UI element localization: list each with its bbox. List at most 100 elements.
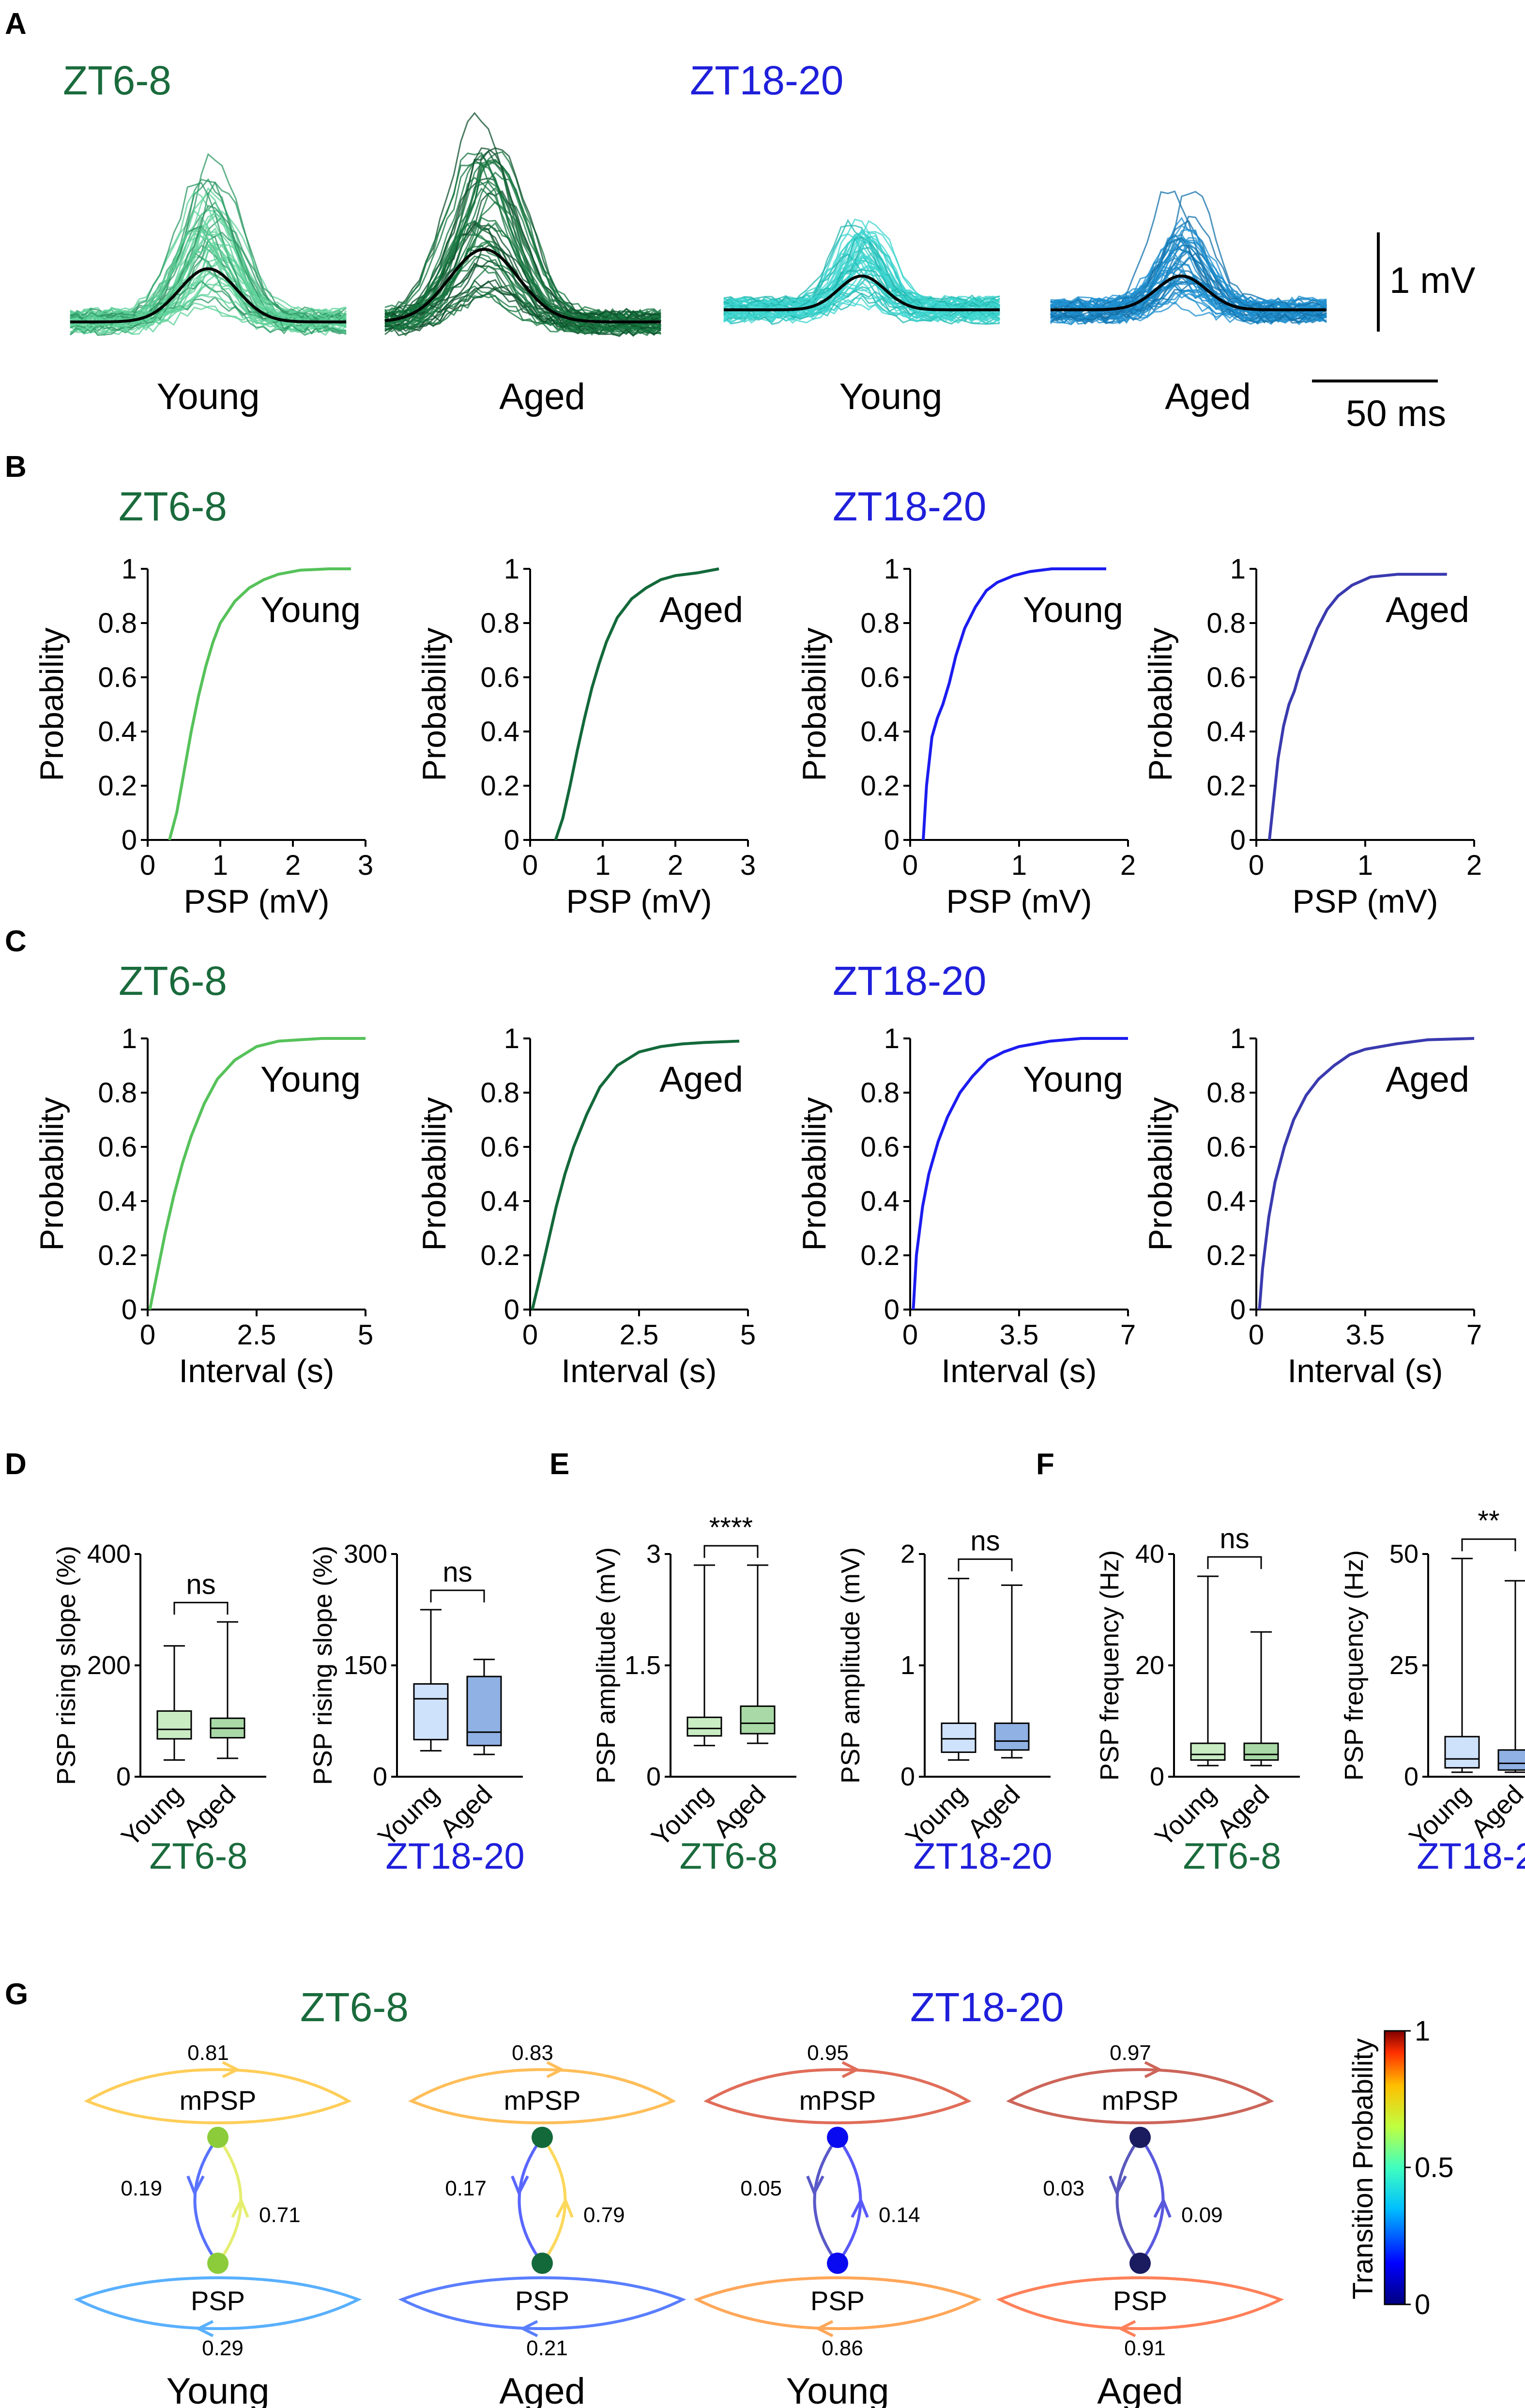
- panel-label-b: B: [5, 450, 27, 484]
- box: [413, 1683, 449, 1740]
- box: [466, 1676, 502, 1747]
- trace-line: [70, 296, 347, 324]
- y-axis-label: Probability: [796, 627, 833, 781]
- cdf-plot-C1: 0 0.2 0.4 0.6 0.8 1 0 2.5 5 Interval (s) Probabili…: [33, 1023, 373, 1389]
- y-axis-label: PSP rising slope (%): [52, 1546, 81, 1785]
- significance-label: ****: [709, 1512, 753, 1543]
- significance-bracket: [1207, 1556, 1262, 1569]
- x-tick-label: 2: [668, 850, 683, 881]
- y-tick-label: 0.8: [860, 608, 900, 639]
- arrowhead-psp-loop: [519, 2320, 538, 2337]
- y-tick-label: 25: [1389, 1651, 1418, 1680]
- x-tick-label: 5: [740, 1319, 756, 1351]
- self-loop-mpsp: [1006, 2068, 1274, 2125]
- y-tick-label: 400: [87, 1539, 131, 1569]
- edge-psp-to-mpsp: [836, 2136, 862, 2264]
- x-tick-label: 0: [902, 1319, 918, 1351]
- category-label: Aged: [1465, 1780, 1525, 1844]
- prob-mpsp-mpsp: 0.97: [1110, 2041, 1151, 2065]
- y-tick-label: 1: [122, 1023, 137, 1054]
- x-tick-label: 0: [902, 850, 918, 881]
- cdf-line: [554, 567, 719, 840]
- y-tick-label: 0.4: [1206, 1186, 1246, 1217]
- y-tick-label: 0: [373, 1762, 387, 1791]
- panel-label-g: G: [5, 1978, 28, 2011]
- edge-psp-to-mpsp: [1139, 2136, 1165, 2264]
- y-tick-label: 0.6: [1206, 662, 1246, 693]
- group-title-a-zt1820: ZT18-20: [690, 58, 843, 103]
- y-tick-label: 0.4: [480, 1186, 519, 1217]
- x-tick-label: 0: [1249, 850, 1264, 881]
- cdf-plot-B1: 0 0.2 0.4 0.6 0.8 1 0 1 2 3 PSP (mV) Probability You…: [33, 553, 373, 920]
- trace-line: [723, 299, 1000, 320]
- trace-line: [723, 269, 1000, 306]
- prob-psp-mpsp: 0.09: [1181, 2203, 1223, 2227]
- y-tick-label: 0.4: [860, 716, 900, 747]
- y-tick-label: 0.2: [1206, 770, 1246, 802]
- markov-0: mPSP PSP 0.81 0.19 0.71 0.29: [74, 2041, 362, 2360]
- y-axis-label: Probability: [416, 1097, 453, 1251]
- arrowhead-psp-to-mpsp: [851, 2196, 869, 2218]
- y-axis-label: PSP amplitude (mV): [592, 1547, 621, 1783]
- x-tick-label: 2: [1466, 850, 1482, 881]
- edge-mpsp-to-psp: [813, 2136, 839, 2264]
- prob-psp-psp: 0.29: [202, 2336, 244, 2360]
- y-tick-label: 1: [1230, 1023, 1246, 1054]
- y-tick-label: 0.4: [98, 716, 137, 747]
- node-label-psp: PSP: [515, 2286, 569, 2316]
- cumulative-interval-plots: 0 0.2 0.4 0.6 0.8 1 0 2.5 5 Interval (s) Probabili…: [33, 1023, 1482, 1389]
- x-tick-label: 1: [595, 850, 610, 881]
- y-tick-label: 0.8: [480, 1077, 519, 1109]
- cdf-line: [1268, 573, 1447, 840]
- trace-line: [70, 245, 347, 334]
- trace-overlays: [69, 112, 1327, 337]
- arrowhead-mpsp-to-psp: [186, 2175, 205, 2197]
- category-label: Aged: [178, 1780, 242, 1844]
- y-tick-label: 0.4: [1206, 716, 1246, 747]
- y-tick-label: 40: [1135, 1539, 1164, 1569]
- cdf-line: [912, 1037, 1128, 1310]
- y-tick-label: 0.4: [860, 1186, 900, 1217]
- x-axis-label: Interval (s): [941, 1353, 1097, 1389]
- diagram-label-aged-zt1820: Aged: [1097, 2371, 1183, 2408]
- node-psp: [207, 2253, 229, 2274]
- node-mpsp: [532, 2127, 553, 2148]
- y-tick-label: 1: [504, 553, 519, 585]
- arrowhead-psp-to-mpsp: [1153, 2196, 1172, 2218]
- y-tick-label: 0: [504, 1294, 519, 1326]
- y-tick-label: 0.6: [98, 662, 137, 693]
- self-loop-psp: [693, 2276, 982, 2331]
- y-tick-label: 150: [344, 1651, 387, 1680]
- cdf-line: [168, 567, 351, 840]
- x-tick-label: 7: [1466, 1319, 1482, 1351]
- x-tick-label: 1: [1357, 850, 1373, 881]
- x-tick-label: 1: [213, 850, 228, 881]
- significance-label: ns: [1220, 1523, 1249, 1555]
- category-label: Aged: [708, 1780, 772, 1844]
- colorbar-tick-label: 1: [1415, 2015, 1430, 2047]
- y-tick-label: 1.5: [625, 1651, 661, 1680]
- significance-label: ns: [442, 1556, 472, 1588]
- colorbar-tick-label: 0: [1415, 2289, 1430, 2320]
- node-psp: [532, 2253, 553, 2274]
- y-tick-label: 1: [1230, 553, 1246, 585]
- trace-group-3: [723, 218, 1001, 325]
- x-tick-label: 3.5: [1000, 1319, 1039, 1351]
- trace-line: [384, 260, 661, 321]
- trace-label-young-zt1820: Young: [839, 376, 943, 417]
- y-tick-label: 0: [122, 824, 137, 856]
- group-title-c-zt1820: ZT18-20: [833, 958, 986, 1004]
- node-mpsp: [207, 2127, 229, 2148]
- box: [1190, 1742, 1226, 1761]
- y-tick-label: 0.4: [98, 1186, 137, 1217]
- edge-mpsp-to-psp: [193, 2136, 219, 2264]
- prob-mpsp-mpsp: 0.83: [512, 2041, 553, 2065]
- y-tick-label: 1: [900, 1651, 915, 1680]
- y-axis-label: Probability: [33, 627, 70, 781]
- trace-line: [723, 268, 1000, 309]
- node-label-psp: PSP: [1113, 2286, 1167, 2316]
- y-axis-label: Probability: [1142, 1097, 1179, 1251]
- x-tick-label: 5: [358, 1319, 373, 1351]
- mean-trace: [70, 267, 346, 323]
